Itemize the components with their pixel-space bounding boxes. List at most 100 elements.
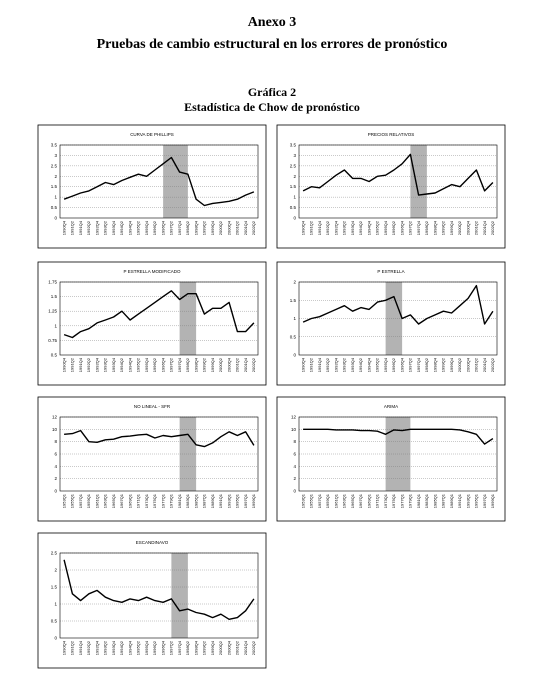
x-tick-label: 2000Q4 (465, 220, 470, 235)
plot-area (59, 144, 259, 219)
x-tick-label: 1985Q1 (193, 493, 198, 508)
x-tick-label: 1973Q1 (383, 493, 388, 508)
x-tick-label: 1981Q1 (177, 493, 182, 508)
x-tick-label: 2001Q2 (235, 640, 240, 655)
x-tick-label: 1994Q4 (366, 357, 371, 372)
x-tick-label: 1998Q4 (193, 357, 198, 372)
x-tick-label: 1995Q1 (235, 493, 240, 508)
x-tick-label: 2002Q2 (490, 357, 495, 372)
chart-frame (37, 532, 267, 669)
x-tick-label: 1997Q4 (177, 357, 182, 372)
data-line (63, 290, 255, 339)
x-tick-label: 1957Q1 (317, 493, 322, 508)
x-tick-label: 1998Q4 (432, 220, 437, 235)
x-tick-label: 1995Q2 (136, 220, 141, 235)
x-tick-label: 1991Q1 (218, 493, 223, 508)
x-tick-label: 1994Q4 (366, 220, 371, 235)
y-tick-label: 6 (54, 452, 57, 457)
y-tick-label: 0.5 (51, 619, 58, 624)
x-tick-label: 1992Q4 (94, 640, 99, 655)
chart-title: ESCANDINAVO (136, 540, 169, 545)
chart-frame (37, 396, 267, 522)
y-tick-label: 8 (54, 439, 57, 444)
x-tick-label: 1963Q1 (342, 493, 347, 508)
chart-title: ARIMA (384, 404, 398, 409)
y-tick-label: 0.5 (51, 353, 58, 358)
data-line (63, 156, 255, 207)
x-tick-label: 1998Q2 (185, 357, 190, 372)
y-tick-label: 10 (291, 427, 297, 432)
x-tick-label: 1985Q1 (432, 493, 437, 508)
y-tick-label: 0 (293, 489, 296, 494)
x-tick-label: 1989Q1 (210, 493, 215, 508)
x-tick-label: 2001Q4 (243, 220, 248, 235)
data-line (302, 284, 494, 325)
chart-title: NO LINEAL - SFR (134, 404, 171, 409)
y-tick-label: 2 (293, 476, 296, 481)
shaded-period (410, 145, 427, 218)
shaded-period (171, 553, 188, 638)
x-tick-label: 1991Q2 (309, 220, 314, 235)
x-tick-label: 1998Q4 (432, 357, 437, 372)
data-line (302, 153, 494, 196)
x-tick-label: 2001Q2 (235, 220, 240, 235)
shaded-period (163, 145, 188, 218)
x-tick-label: 2000Q2 (218, 357, 223, 372)
x-tick-label: 1965Q1 (111, 493, 116, 508)
y-tick-label: 10 (52, 427, 58, 432)
chart: NO LINEAL - SFR 0 2 4 6 8 10 12 1953Q1 1955Q1 1957… (37, 396, 267, 522)
x-tick-label: 1996Q2 (152, 220, 157, 235)
x-tick-label: 2002Q2 (251, 220, 256, 235)
y-tick-label: 2.5 (51, 551, 58, 556)
x-tick-label: 1993Q2 (342, 357, 347, 372)
x-tick-label: 2002Q2 (251, 357, 256, 372)
y-tick-label: 0.75 (48, 338, 57, 343)
x-tick-label: 1953Q1 (300, 493, 305, 508)
y-tick-label: 1 (54, 195, 57, 200)
x-tick-label: 1981Q1 (416, 493, 421, 508)
data-line (64, 429, 255, 448)
x-tick-label: 1992Q4 (94, 220, 99, 235)
y-tick-label: 0.5 (290, 334, 297, 339)
y-tick-label: 0 (293, 353, 296, 358)
x-tick-label: 2000Q4 (465, 357, 470, 372)
x-tick-label: 1969Q1 (366, 493, 371, 508)
x-tick-label: 1990Q4 (61, 220, 66, 235)
data-line (303, 428, 494, 445)
x-tick-label: 1993Q4 (111, 357, 116, 372)
x-tick-label: 2000Q4 (226, 220, 231, 235)
x-tick-label: 1996Q4 (160, 357, 165, 372)
x-tick-label: 1987Q1 (441, 493, 446, 508)
x-tick-label: 1998Q2 (185, 640, 190, 655)
x-tick-label: 1996Q2 (391, 357, 396, 372)
x-tick-label: 1996Q4 (399, 357, 404, 372)
x-tick-label: 1995Q2 (136, 357, 141, 372)
x-tick-label: 1971Q1 (136, 493, 141, 508)
y-tick-label: 0 (293, 216, 296, 221)
plot-area (59, 552, 259, 639)
x-tick-label: 1999Q2 (441, 220, 446, 235)
x-tick-label: 1991Q2 (70, 357, 75, 372)
x-tick-label: 1990Q4 (300, 357, 305, 372)
x-tick-label: 2001Q4 (243, 357, 248, 372)
y-tick-label: 8 (293, 439, 296, 444)
y-tick-label: 2 (293, 280, 296, 285)
y-tick-label: 1.75 (48, 280, 57, 285)
chart-title: PRECIOS RELATIVOS (368, 132, 414, 137)
x-tick-label: 1999Q2 (202, 357, 207, 372)
x-tick-label: 1961Q1 (333, 493, 338, 508)
y-tick-label: 2 (54, 174, 57, 179)
chart: PRECIOS RELATIVOS 0 0.5 1 1.5 2 2.5 3 3.5 1990Q4 1… (276, 124, 506, 249)
annex-label: Anexo 3 (248, 15, 297, 30)
y-tick-label: 1 (54, 323, 57, 328)
x-tick-label: 2001Q2 (235, 357, 240, 372)
x-tick-label: 1987Q1 (202, 493, 207, 508)
x-tick-label: 1999Q2 (202, 220, 207, 235)
chart-frame (37, 261, 267, 386)
x-tick-label: 1996Q2 (152, 357, 157, 372)
x-tick-label: 1993Q4 (350, 357, 355, 372)
x-tick-label: 1983Q1 (424, 493, 429, 508)
x-tick-label: 1997Q2 (169, 220, 174, 235)
data-line (63, 559, 255, 620)
